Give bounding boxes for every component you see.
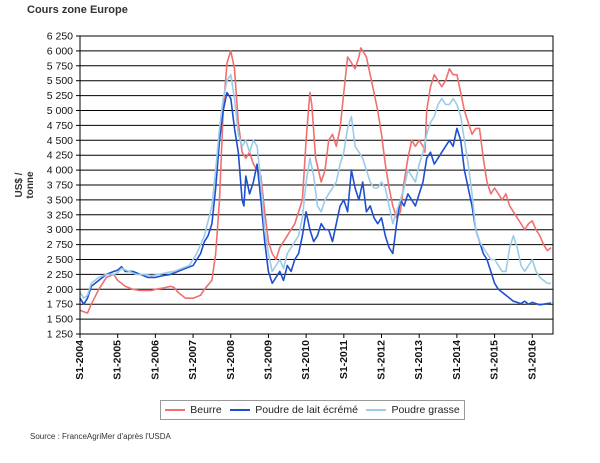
y-tick-label: 5 500 bbox=[47, 75, 73, 87]
series-line-0 bbox=[79, 47, 552, 314]
series-line-2 bbox=[79, 73, 552, 299]
y-tick-label: 3 750 bbox=[47, 180, 73, 192]
chart-legend: Beurre Poudre de lait écrémé Poudre gras… bbox=[160, 400, 465, 420]
y-tick-label: 4 750 bbox=[47, 120, 73, 132]
source-note: Source : FranceAgriMer d'après l'USDA bbox=[30, 432, 171, 441]
x-axis-ticks: S1-2004 S1-2005 S1-2006 S1-2007 S1-2008 S1-20… bbox=[74, 334, 538, 380]
legend-item-poudre-ecreme: Poudre de lait écrémé bbox=[230, 404, 358, 416]
x-tick-label: S1-2014 bbox=[451, 340, 463, 380]
y-tick-label: 4 500 bbox=[47, 135, 73, 147]
y-tick-label: 2 750 bbox=[47, 239, 73, 251]
y-tick-label: 4 250 bbox=[47, 150, 73, 162]
y-tick-label: 1 500 bbox=[47, 314, 73, 326]
y-tick-label: 2 000 bbox=[47, 284, 73, 296]
chart-series bbox=[79, 47, 552, 314]
y-tick-label: 2 500 bbox=[47, 254, 73, 266]
x-tick-label: S1-2008 bbox=[225, 340, 237, 380]
x-tick-label: S1-2015 bbox=[489, 340, 501, 380]
y-tick-label: 5 750 bbox=[47, 60, 73, 72]
x-tick-label: S1-2010 bbox=[300, 340, 312, 380]
chart-gridlines bbox=[80, 35, 553, 335]
y-tick-label: 6 250 bbox=[47, 31, 73, 43]
legend-label-poudre-ecreme: Poudre de lait écrémé bbox=[255, 404, 358, 416]
x-tick-label: S1-2009 bbox=[262, 340, 274, 380]
y-axis-ticks: 1 250 1 500 1 750 2 000 2 250 2 500 2 750 3 000… bbox=[47, 31, 80, 341]
x-tick-label: S1-2012 bbox=[376, 340, 388, 380]
plot-frame bbox=[79, 35, 554, 335]
series-line-1 bbox=[79, 91, 552, 306]
chart-axes bbox=[79, 35, 554, 335]
y-tick-label: 5 250 bbox=[47, 90, 73, 102]
legend-item-beurre: Beurre bbox=[165, 404, 222, 416]
x-tick-label: S1-2006 bbox=[149, 340, 161, 380]
page-title: Cours zone Europe bbox=[27, 4, 128, 16]
legend-swatch-poudre-ecreme bbox=[230, 409, 251, 411]
y-tick-label: 5 000 bbox=[47, 105, 73, 117]
y-tick-label: 2 250 bbox=[47, 269, 73, 281]
x-tick-label: S1-2007 bbox=[187, 340, 199, 380]
legend-item-poudre-grasse: Poudre grasse bbox=[366, 404, 460, 416]
y-tick-label: 3 000 bbox=[47, 224, 73, 236]
x-tick-label: S1-2016 bbox=[526, 340, 538, 380]
y-tick-label: 6 000 bbox=[47, 45, 73, 57]
legend-label-beurre: Beurre bbox=[190, 404, 222, 416]
x-tick-label: S1-2013 bbox=[413, 340, 425, 380]
line-chart: 1 250 1 500 1 750 2 000 2 250 2 500 2 750 3 000… bbox=[47, 31, 554, 380]
y-tick-label: 4 000 bbox=[47, 165, 73, 177]
y-tick-label: 3 500 bbox=[47, 194, 73, 206]
y-tick-label: 1 750 bbox=[47, 299, 73, 311]
legend-swatch-poudre-grasse bbox=[366, 409, 387, 411]
legend-swatch-beurre bbox=[165, 409, 186, 411]
y-tick-label: 3 250 bbox=[47, 209, 73, 221]
x-tick-label: S1-2004 bbox=[74, 340, 86, 380]
y-tick-label: 1 250 bbox=[47, 329, 73, 341]
x-tick-label: S1-2011 bbox=[338, 340, 350, 379]
legend-label-poudre-grasse: Poudre grasse bbox=[391, 404, 460, 416]
x-tick-label: S1-2005 bbox=[112, 340, 124, 380]
